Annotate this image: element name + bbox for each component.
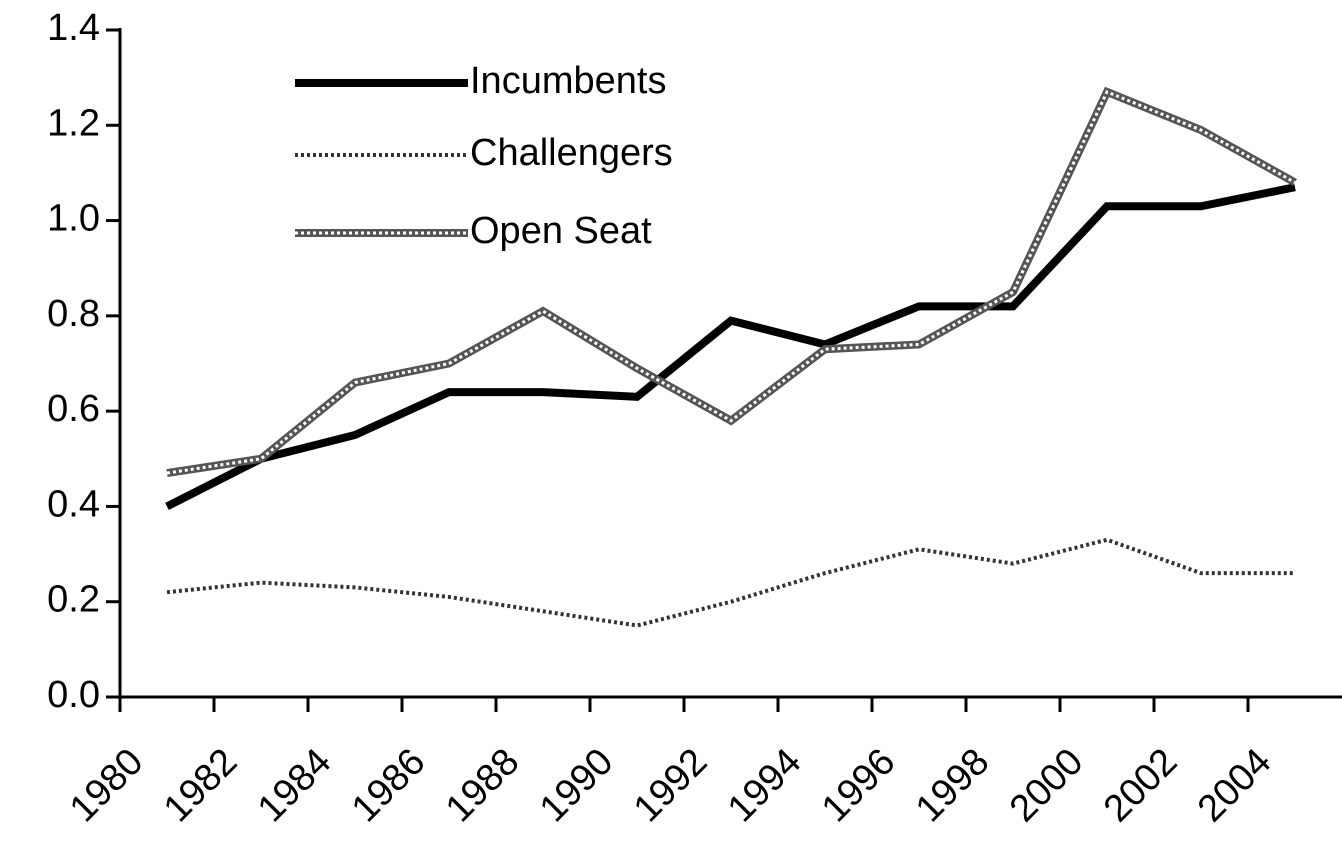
- x-tick-label: 2000: [1002, 741, 1091, 830]
- x-tick-label: 1988: [438, 741, 527, 830]
- series-line-texture: [166, 90, 1296, 475]
- y-tick-label: 0.0: [47, 674, 100, 716]
- y-tick-label: 0.8: [47, 293, 100, 335]
- x-tick-label: 1994: [720, 741, 809, 830]
- legend-label: Challengers: [470, 132, 673, 174]
- legend-label: Open Seat: [470, 210, 652, 252]
- y-tick-label: 1.0: [47, 198, 100, 240]
- x-tick-label: 1998: [908, 741, 997, 830]
- y-tick-label: 1.4: [47, 7, 100, 49]
- y-tick-label: 0.2: [47, 579, 100, 621]
- x-tick-label: 1980: [62, 741, 151, 830]
- y-tick-label: 0.6: [47, 388, 100, 430]
- series-line: [166, 537, 1295, 628]
- x-tick-label: 1996: [814, 741, 903, 830]
- series-line: [165, 183, 1296, 510]
- x-tick-label: 1986: [344, 741, 433, 830]
- x-tick-label: 1992: [626, 741, 715, 830]
- y-tick-label: 0.4: [47, 483, 100, 525]
- x-tick-label: 2004: [1190, 741, 1279, 830]
- x-tick-label: 1984: [250, 741, 339, 830]
- y-tick-label: 1.2: [47, 102, 100, 144]
- x-tick-label: 1982: [156, 741, 245, 830]
- x-tick-label: 1990: [532, 741, 621, 830]
- legend-label: Incumbents: [470, 60, 666, 102]
- x-tick-label: 2002: [1096, 741, 1185, 830]
- series-line: [166, 86, 1297, 478]
